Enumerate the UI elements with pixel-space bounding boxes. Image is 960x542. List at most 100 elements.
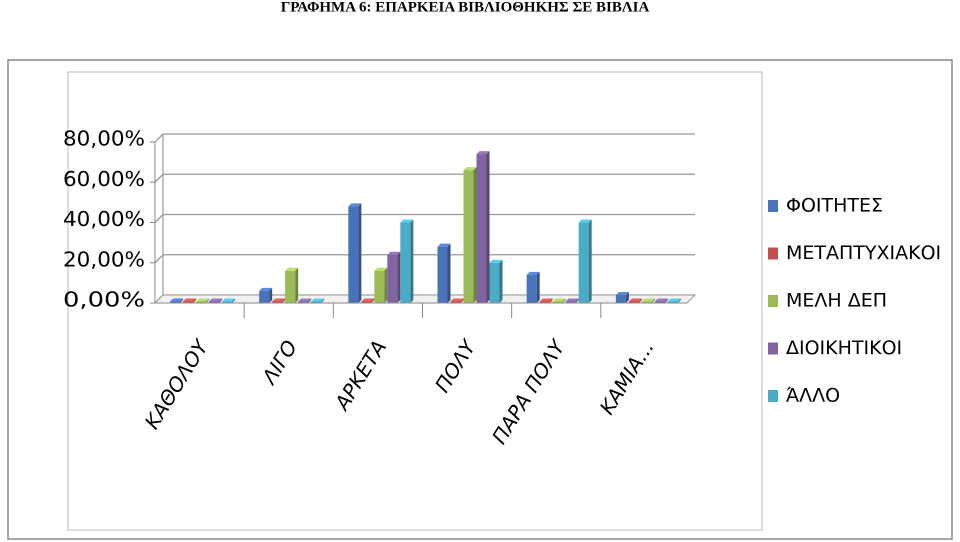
bar-front [196,301,206,303]
bar-front [476,154,487,303]
bar [170,298,183,303]
bar-top [348,203,362,207]
bar-front [285,270,296,303]
x-tick-label: ΚΑΘΟΛΟΥ [140,334,214,433]
legend-label: ΔΙΟΙΚΗΤΙΚΟΙ [786,337,902,359]
bar-front [387,254,398,303]
bar-front [183,301,193,303]
bar [641,298,655,303]
bar-side [460,298,464,303]
bar-front [170,301,180,303]
legend-label: ΆΛΛΟ [786,385,840,407]
bar-front [641,301,652,303]
bar-front [222,301,232,303]
legend-swatch [768,247,778,260]
y-tick-label: 40,00% [63,207,145,231]
bar-top [209,298,222,302]
bar-side [625,291,629,303]
bar-top [183,298,196,302]
bar-top [311,298,325,302]
bar [400,219,414,303]
bar-side [219,298,222,303]
bar [437,243,451,303]
bar-top [374,267,388,271]
bar-front [654,301,665,303]
x-tick-label: ΛΙΓΟ [256,336,302,390]
bar-front [450,301,461,303]
bar-front [489,262,500,303]
bar-side [664,298,668,303]
bar-side [486,151,490,303]
legend-swatch [768,390,778,402]
y-tick-label: 20,00% [63,247,145,271]
bar [298,298,312,303]
bar-side [575,298,579,303]
bar-top [298,298,312,302]
bar-side [499,259,503,303]
bar-top [667,298,681,302]
grid-line [154,213,695,223]
bar-side [677,298,681,303]
bar [196,298,209,303]
y-tick-label: 60,00% [63,167,145,191]
bar [222,298,235,303]
grid-line [154,133,695,143]
bar-front [209,301,219,303]
bar-front [578,222,589,303]
bar-side [536,271,540,303]
bar-side [384,267,388,303]
bar-side [638,298,642,303]
bar-side [549,298,553,303]
bar-top [196,298,209,302]
bar-top [450,298,464,302]
bar-top [539,298,553,302]
bar-side [206,298,209,303]
bar [565,298,579,303]
bar-side [358,203,362,303]
bar [387,251,401,303]
bar [183,298,196,303]
bar-top [565,298,579,302]
bar-top [628,298,642,302]
legend-label: ΜΕΛΗ ΔΕΠ [786,290,887,312]
bar [361,298,375,303]
frame [7,59,953,540]
bar-front [628,301,639,303]
bar [552,298,566,303]
bar-side [397,251,401,303]
bar [489,259,503,303]
bar-top [489,259,503,263]
bar [476,151,490,303]
bar-side [269,287,273,303]
x-tick-label: ΠΟΛΥ [430,334,481,396]
bar-top [222,298,235,302]
bar [526,271,540,303]
legend-label: ΦΟΙΤΗΤΕΣ [786,195,883,217]
bar-front [539,301,550,303]
bar-top [526,271,540,275]
bar-top [552,298,566,302]
bar-front [552,301,563,303]
bar-front [348,206,359,303]
bar-side [321,298,325,303]
bar-front [615,294,626,303]
bar [654,298,668,303]
y-tick-label: 80,00% [63,127,145,151]
bar-top [437,243,451,247]
grid-line [154,254,695,264]
bar [311,298,325,303]
bar [615,291,629,303]
chart-title: ΓΡΑΦΗΜΑ 6: ΕΠΑΡΚΕΙΑ ΒΙΒΛΙΟΘΗΚΗΣ ΣΕ ΒΙΒΛΙ… [281,0,650,15]
plot-frame [67,71,763,531]
bar [272,298,286,303]
bar-front [463,170,474,303]
bar-front [272,301,283,303]
bar [374,267,388,303]
x-tick-label: ΠΑΡΑ ΠΟΛΥ [487,334,571,448]
floor [153,294,697,304]
bar-front [526,274,537,303]
bar-top [615,291,629,295]
legend-label: ΜΕΤΑΠΤΥΧΙΑΚΟΙ [786,242,941,264]
grid-line [154,173,695,183]
bar-front [565,301,576,303]
